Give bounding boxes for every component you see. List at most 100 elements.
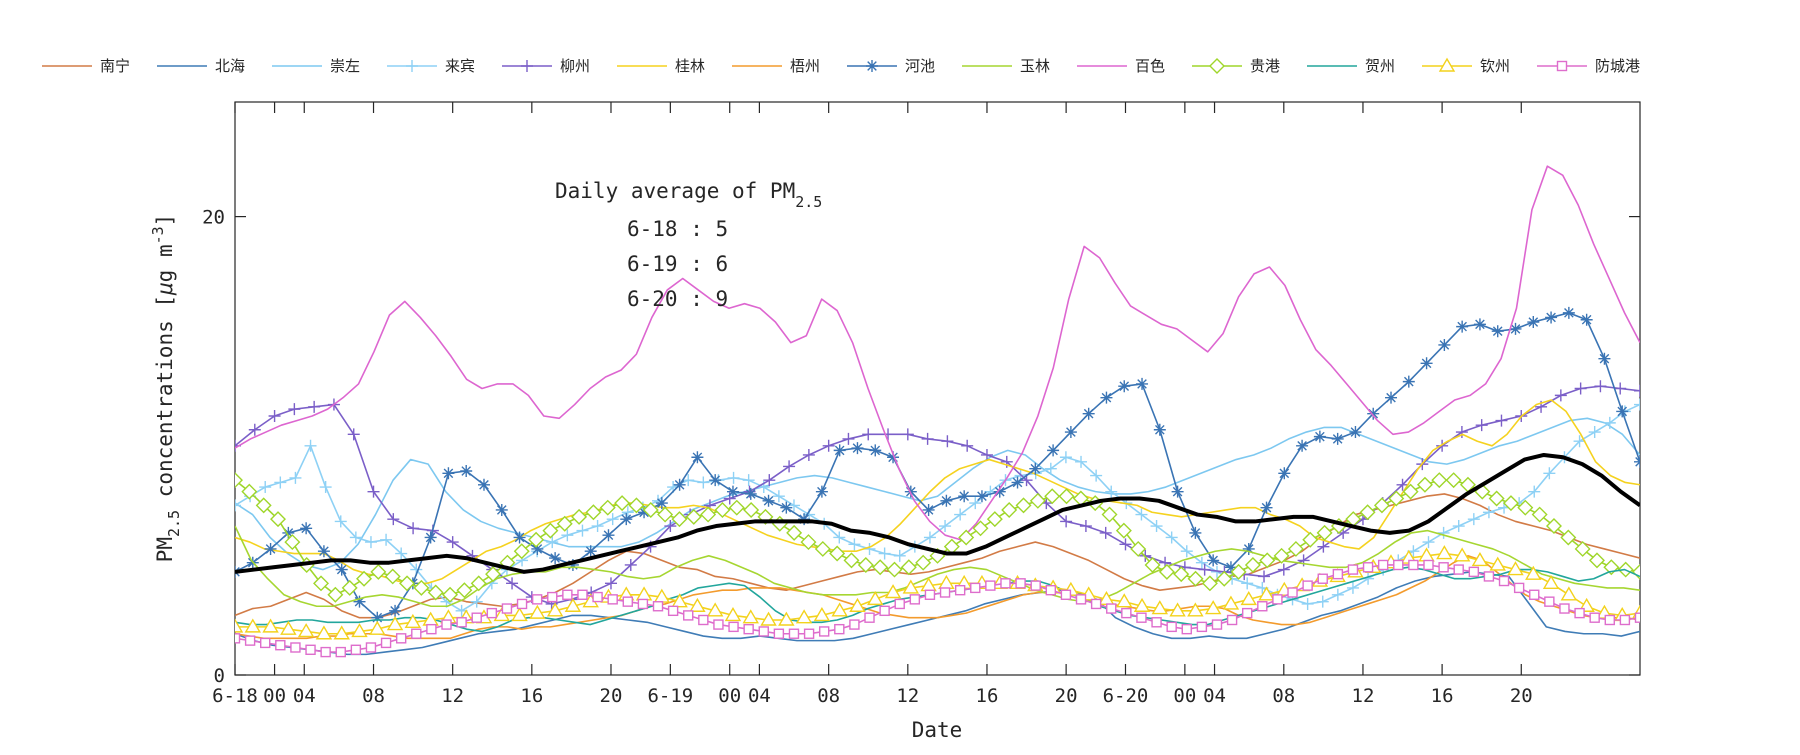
- series-13-point: [1169, 602, 1186, 617]
- series-8-point: [317, 545, 330, 558]
- series-11-point: [384, 568, 401, 585]
- legend-item-1: 南宁: [42, 57, 130, 75]
- series-4-point: [1452, 520, 1465, 533]
- series-4-point: [304, 439, 317, 452]
- legend-marker: [1438, 57, 1456, 72]
- series-14-point: [1045, 584, 1057, 596]
- series-7-group: [235, 555, 1640, 640]
- legend-item-14: 防城港: [1537, 57, 1640, 75]
- series-14-point: [1377, 559, 1389, 571]
- series-4-point: [1135, 508, 1148, 521]
- series-8-point: [1509, 322, 1522, 335]
- series-14-point: [1453, 564, 1464, 575]
- series-8-point: [442, 467, 455, 480]
- series-14-point: [834, 623, 845, 635]
- series-8-point: [1420, 357, 1433, 370]
- legend-label: 防城港: [1595, 57, 1640, 75]
- series-14-point: [471, 612, 482, 623]
- series-8-point: [1456, 320, 1469, 333]
- series-7-line: [235, 555, 1640, 640]
- series-13-point: [760, 611, 777, 626]
- series-14-point: [1136, 612, 1147, 623]
- series-11-point: [1517, 499, 1534, 516]
- series-14-point: [698, 614, 709, 626]
- daily-average-annotation: Daily average of PM2.5 6-18 : 5 6-19 : 6…: [555, 179, 822, 311]
- series-5-point: [1495, 414, 1508, 427]
- series-8-point: [513, 531, 526, 544]
- series-5-point: [1079, 520, 1092, 533]
- series-8-point: [1224, 561, 1237, 574]
- series-8-point: [744, 487, 757, 500]
- series-14-point: [244, 635, 256, 646]
- series-8-point: [566, 558, 579, 571]
- series-8-point: [798, 513, 811, 526]
- series-11-point: [1144, 556, 1161, 573]
- series-8-point: [1242, 542, 1255, 555]
- series-6-line: [235, 399, 1640, 585]
- series-4-point: [319, 481, 332, 494]
- series-14-point: [879, 605, 890, 617]
- series-13-point: [1258, 586, 1275, 601]
- series-8-point: [762, 494, 775, 507]
- series-14-point: [260, 637, 271, 649]
- legend-marker: [1556, 60, 1568, 72]
- series-11-point: [542, 522, 559, 539]
- series-13-point: [297, 623, 315, 638]
- series-8-point: [1491, 325, 1504, 338]
- series-14-point: [1196, 621, 1208, 633]
- series-4-point: [772, 490, 785, 503]
- series-8-point: [424, 531, 437, 544]
- series-13-point: [386, 616, 404, 631]
- series-14-point: [1242, 607, 1253, 619]
- legend-item-4: 来宾: [387, 57, 475, 75]
- series-11-point: [1101, 506, 1118, 523]
- series-11-point: [743, 501, 760, 518]
- series-4-point: [1044, 462, 1057, 475]
- series-13-point: [1507, 561, 1524, 576]
- series-14-point: [788, 628, 800, 639]
- series-11-point: [1502, 495, 1519, 512]
- legend-label: 崇左: [330, 57, 360, 75]
- series-11-point: [1388, 490, 1405, 507]
- series-14-point: [305, 644, 316, 655]
- series-4-point: [742, 474, 755, 487]
- series-11-point: [642, 501, 659, 518]
- series-11-point: [571, 508, 588, 525]
- series-13-point: [404, 613, 422, 628]
- series-14-point: [426, 623, 437, 635]
- series-11-point: [843, 552, 860, 569]
- series-14-point: [683, 610, 694, 621]
- series-13-point: [778, 611, 795, 626]
- series-4-point: [395, 547, 408, 560]
- x-tick-label: 00: [263, 685, 286, 707]
- series-14-point: [803, 628, 815, 639]
- series-11-point: [1287, 540, 1304, 557]
- series-14-point: [1226, 614, 1238, 626]
- series-5-point: [1574, 382, 1587, 395]
- series-4-point: [1543, 467, 1556, 480]
- series-13-point: [529, 604, 546, 619]
- legend-item-3: 崇左: [272, 57, 360, 75]
- x-tick-label: 20: [1055, 685, 1078, 707]
- series-14-point: [1619, 614, 1631, 626]
- series-14-point: [456, 617, 467, 628]
- series-11-point: [671, 511, 688, 528]
- series-8-point: [1296, 439, 1309, 452]
- series-14-point: [365, 642, 377, 653]
- series-3-group: [235, 417, 1640, 571]
- series-8-point: [1367, 407, 1380, 420]
- series-5-point: [842, 432, 855, 445]
- series-6-group: [235, 399, 1640, 585]
- series-layer: [235, 165, 1640, 658]
- legend-marker: [406, 60, 418, 72]
- series-13-point: [333, 625, 350, 640]
- series-8-point: [335, 563, 348, 576]
- series-5-point: [1594, 380, 1607, 393]
- series-4-point: [1603, 416, 1616, 429]
- series-13-point: [1525, 565, 1542, 580]
- series-4-point: [833, 531, 846, 544]
- series-11-point: [1603, 559, 1620, 576]
- series-10-group: [235, 165, 1640, 541]
- series-8-point: [1047, 444, 1060, 457]
